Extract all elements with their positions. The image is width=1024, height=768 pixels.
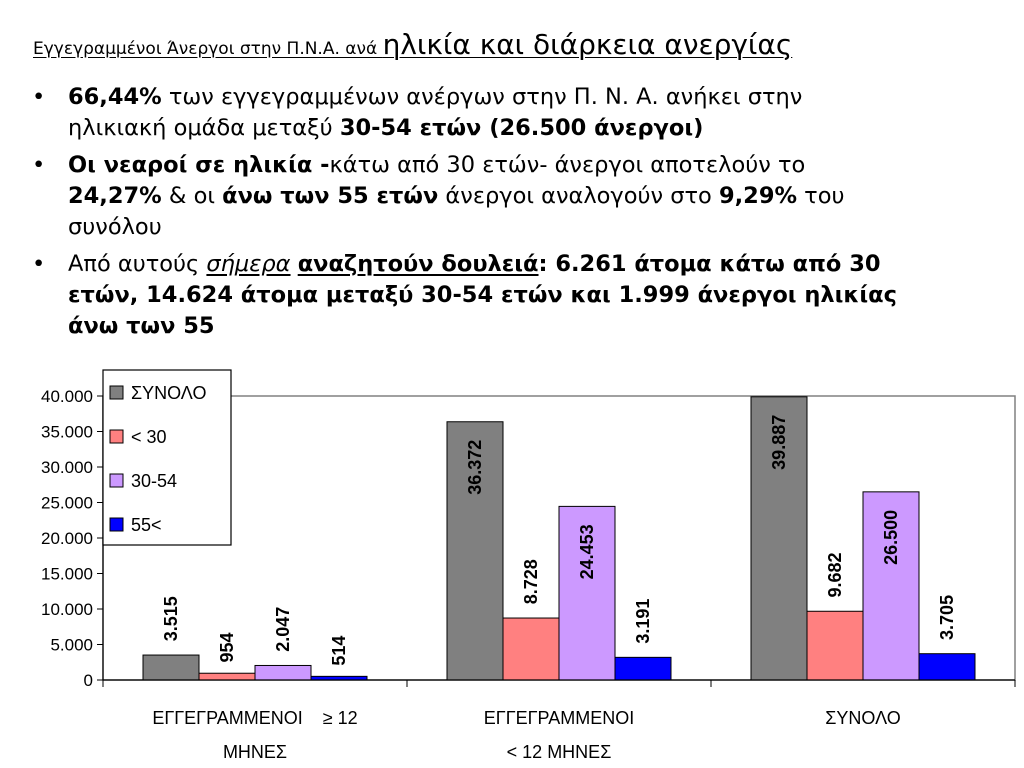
y-tick-label: 15.000 xyxy=(41,565,93,584)
bullet-2-text-e: συνόλου xyxy=(68,214,162,240)
bullet-3-text-d: άνω των 55 xyxy=(68,313,215,339)
legend: ΣΥΝΟΛΟ < 30 30-54 55< xyxy=(102,369,232,546)
bar xyxy=(806,610,864,681)
bullet-2-pct-young: 24,27% xyxy=(68,183,162,209)
bullet-list: 66,44% των εγγεγραμμένων ανέργων στην Π.… xyxy=(30,82,1010,348)
bullet-2-pct-old: 9,29% xyxy=(718,183,798,209)
bullet-3-today: σήμερα xyxy=(206,251,291,277)
legend-swatch xyxy=(109,385,124,400)
legend-swatch xyxy=(109,473,124,488)
x-category-label: < 12 ΜΗΝΕΣ xyxy=(507,742,612,762)
bullet-3-text-c: ετών, 14.624 άτομα μεταξύ 30-54 ετών και… xyxy=(68,282,897,308)
legend-label: < 30 xyxy=(131,427,167,447)
bullet-1-pct: 66,44% xyxy=(68,84,162,110)
data-label: 3.515 xyxy=(161,596,181,641)
bullet-2-text-c: άνεργοι αναλογούν στο xyxy=(438,183,719,209)
x-category-label: ΕΓΓΕΓΡΑΜΜΕΝΟΙ ≥ 12 xyxy=(152,708,357,728)
bullet-1-text-a: των εγγεγραμμένων ανέργων στην Π. Ν. Α. … xyxy=(161,84,803,110)
data-label: 514 xyxy=(329,636,349,666)
title-part-1: Εγγεγραμμένοι Άνεργοι στην Π.Ν.Α. ανά xyxy=(33,39,383,59)
bullet-2-text-b: & οι xyxy=(161,183,223,209)
bar xyxy=(558,505,616,681)
bullet-2-over55: άνω των 55 ετών xyxy=(222,183,439,209)
x-category-label: ΣΥΝΟΛΟ xyxy=(825,708,900,728)
bullet-1: 66,44% των εγγεγραμμένων ανέργων στην Π.… xyxy=(30,82,1010,144)
bar xyxy=(254,664,312,681)
legend-swatch xyxy=(109,517,124,532)
x-category-label: ΜΗΝΕΣ xyxy=(223,742,287,762)
data-label: 24.453 xyxy=(577,524,597,579)
bullet-2: Οι νεαροί σε ηλικία -κάτω από 30 ετών- ά… xyxy=(30,150,1010,243)
bar-chart: 0 5.000 10.000 15.000 20.000 25.000 30.000 35.0… xyxy=(41,369,1016,762)
slide-title: Εγγεγραμμένοι Άνεργοι στην Π.Ν.Α. ανά ηλ… xyxy=(33,28,792,61)
bar xyxy=(750,396,808,681)
bar xyxy=(198,672,256,681)
data-label: 9.682 xyxy=(825,552,845,597)
data-label: 3.191 xyxy=(633,599,653,644)
y-tick-label: 30.000 xyxy=(41,458,93,477)
y-tick-label: 20.000 xyxy=(41,529,93,548)
bullet-2-text-a: κάτω από 30 ετών- άνεργοι αποτελούν το xyxy=(329,152,806,178)
bullet-1-range: 30-54 ετών (26.500 άνεργοι) xyxy=(339,115,704,141)
data-label: 39.887 xyxy=(769,415,789,470)
title-part-2: ηλικία και διάρκεια ανεργίας xyxy=(382,28,793,61)
y-tick-label: 5.000 xyxy=(50,636,93,655)
bar xyxy=(446,421,504,681)
bar xyxy=(142,654,200,681)
bullet-3-text-a: Από αυτούς xyxy=(68,251,207,277)
bullet-2-lead: Οι νεαροί σε ηλικία - xyxy=(68,152,330,178)
bullet-2-text-d: του xyxy=(797,183,845,209)
legend-swatch xyxy=(109,429,124,444)
x-category-label: ΕΓΓΕΓΡΑΜΜΕΝΟΙ xyxy=(484,708,634,728)
legend-label: 30-54 xyxy=(131,471,177,491)
bar xyxy=(614,656,672,681)
bar xyxy=(862,491,920,681)
y-tick-label: 0 xyxy=(84,671,93,690)
bullet-3-text-b: : 6.261 άτομα κάτω από 30 xyxy=(538,251,881,277)
bullet-3: Από αυτούς σήμερα αναζητούν δουλειά: 6.2… xyxy=(30,249,1010,342)
data-label: 2.047 xyxy=(273,607,293,652)
y-tick-label: 40.000 xyxy=(41,387,93,406)
data-label: 8.728 xyxy=(521,559,541,604)
bar xyxy=(918,653,976,681)
data-label: 3.705 xyxy=(937,595,957,640)
y-tick-label: 25.000 xyxy=(41,494,93,513)
y-tick-label: 10.000 xyxy=(41,600,93,619)
bullet-3-seeking: αναζητούν δουλειά xyxy=(297,251,539,277)
data-label: 26.500 xyxy=(881,510,901,565)
legend-box xyxy=(102,369,232,546)
bullet-1-text-b: ηλικιακή ομάδα μεταξύ xyxy=(68,115,340,141)
data-label: 36.372 xyxy=(465,440,485,495)
y-tick-label: 35.000 xyxy=(41,423,93,442)
bar xyxy=(502,617,560,681)
data-label: 954 xyxy=(217,632,237,662)
legend-label: ΣΥΝΟΛΟ xyxy=(131,383,206,403)
legend-label: 55< xyxy=(131,515,162,535)
